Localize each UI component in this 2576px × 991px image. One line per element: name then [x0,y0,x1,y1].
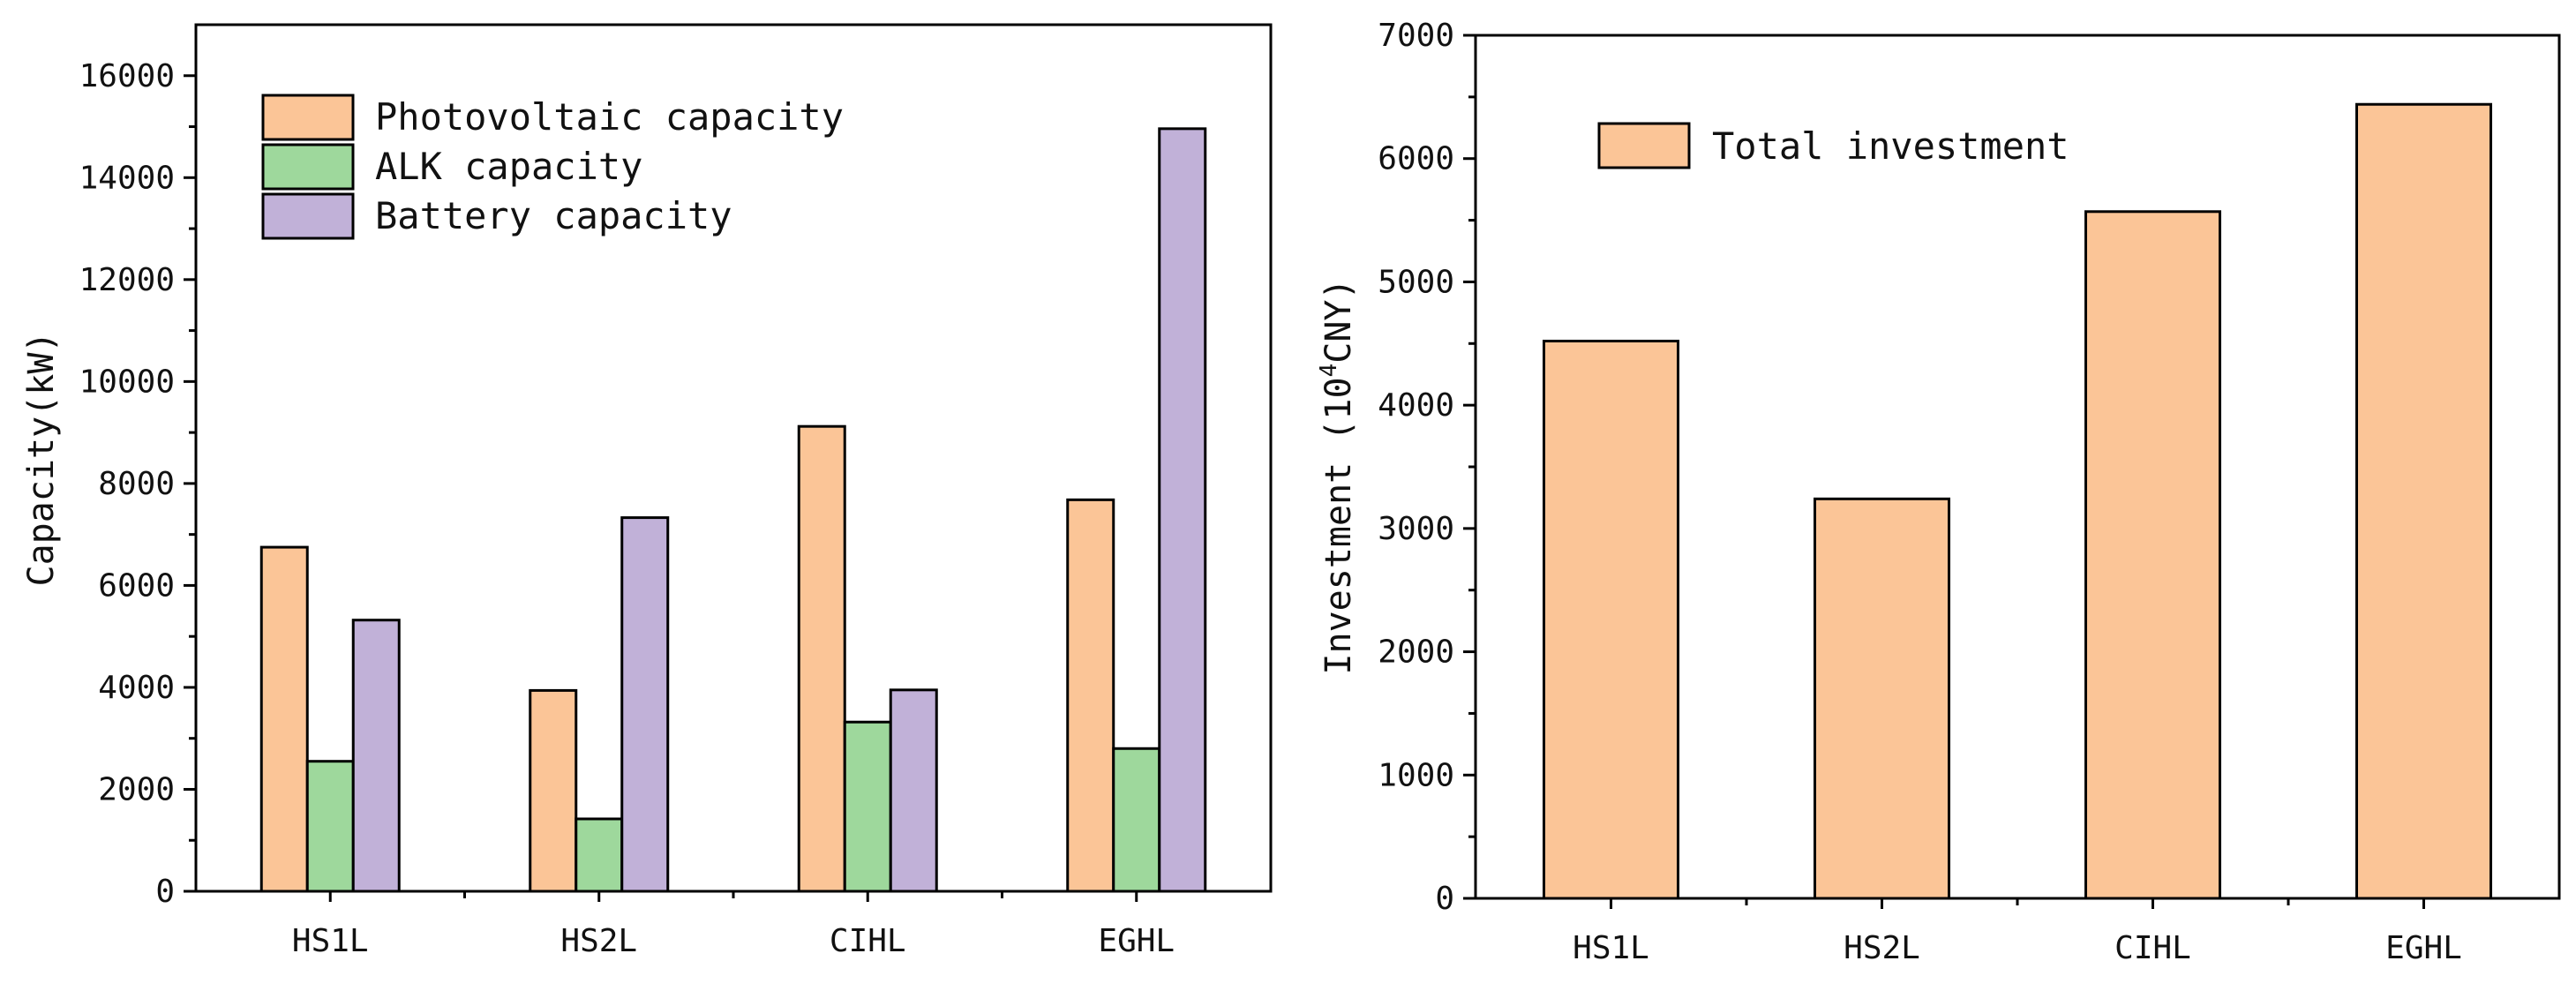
bar-capacity-battery-hs1l [351,619,401,893]
investment-y-axis-title: Investment (104CNY) [1316,278,1359,674]
bar-investment-total-investment-eghl [2355,102,2492,900]
capacity-y-tick-label: 2000 [98,771,175,807]
legend-swatch-investment [1597,122,1691,169]
legend-swatch-photovoltaic [261,94,355,141]
bar-capacity-photovoltaic-hs1l [259,545,309,893]
investment-chart: HS1L HS2L CIHL EGHL 0 1000 2000 3000 4000 5000 600… [1316,18,2561,966]
capacity-legend: Photovoltaic capacity ALK capacity Batte… [261,94,844,240]
investment-y-tick-label: 2000 [1378,634,1454,671]
investment-x-tick-label: HS1L [1573,930,1649,966]
investment-y-tick-label: 6000 [1378,141,1454,177]
bar-investment-total-investment-cihl [2084,210,2221,900]
bar-capacity-alk-hs2l [575,817,624,893]
investment-y-axis-title-main: Investment (10 [1318,377,1359,674]
capacity-y-tick-label: 8000 [98,466,175,502]
capacity-axes: HS1L HS2L CIHL EGHL 0 2000 4000 6000 8000 10000 12… [79,58,1175,959]
bar-capacity-photovoltaic-cihl [797,424,846,893]
investment-y-tick-label: 1000 [1378,757,1454,793]
investment-y-axis-title-sup: 4 [1316,364,1342,378]
capacity-x-tick-label: CIHL [830,923,906,959]
bar-capacity-photovoltaic-hs2l [529,688,578,893]
bar-capacity-battery-eghl [1158,127,1207,893]
legend-label-photovoltaic: Photovoltaic capacity [375,95,844,139]
capacity-y-tick-label: 4000 [98,670,175,706]
bar-investment-total-investment-hs2l [1814,497,1950,900]
bar-capacity-alk-eghl [1112,747,1161,893]
capacity-y-tick-label: 0 [155,874,175,910]
investment-axes: HS1L HS2L CIHL EGHL 0 1000 2000 3000 4000 5000 600… [1378,18,2462,966]
bar-investment-total-investment-hs1l [1543,339,1679,900]
capacity-x-tick-label: HS1L [292,923,369,959]
investment-y-tick-label: 4000 [1378,387,1454,424]
investment-x-tick-label: HS2L [1844,930,1920,966]
capacity-x-tick-label: EGHL [1098,923,1175,959]
investment-y-tick-label: 7000 [1378,18,1454,54]
capacity-y-tick-label: 16000 [79,58,175,94]
capacity-y-tick-label: 10000 [79,364,175,400]
investment-y-axis-title-end: CNY) [1318,278,1359,363]
capacity-chart: HS1L HS2L CIHL EGHL 0 2000 4000 6000 8000 10000 12… [21,23,1273,959]
bar-capacity-alk-cihl [843,720,892,893]
investment-x-tick-label: CIHL [2114,930,2191,966]
capacity-y-tick-label: 14000 [79,160,175,196]
investment-y-tick-label: 0 [1435,881,1454,917]
capacity-bars [259,127,1207,893]
bar-capacity-battery-hs2l [620,516,670,893]
investment-bars [1543,102,2492,900]
bar-capacity-alk-hs1l [305,760,355,893]
legend-label-battery: Battery capacity [375,194,732,237]
investment-y-tick-label: 5000 [1378,264,1454,300]
capacity-x-tick-label: HS2L [560,923,637,959]
capacity-y-tick-label: 12000 [79,262,175,298]
investment-x-tick-label: EGHL [2385,930,2462,966]
legend-label-alk: ALK capacity [375,145,642,188]
bar-capacity-battery-cihl [889,688,938,893]
capacity-y-tick-label: 6000 [98,567,175,604]
legend-swatch-battery [261,192,355,240]
legend-label-investment: Total investment [1712,124,2069,168]
capacity-y-axis-title: Capacity(kW) [21,332,62,587]
investment-legend: Total investment [1597,122,2069,169]
bar-capacity-photovoltaic-eghl [1066,498,1115,893]
legend-swatch-alk [261,143,355,191]
investment-y-tick-label: 3000 [1378,511,1454,547]
